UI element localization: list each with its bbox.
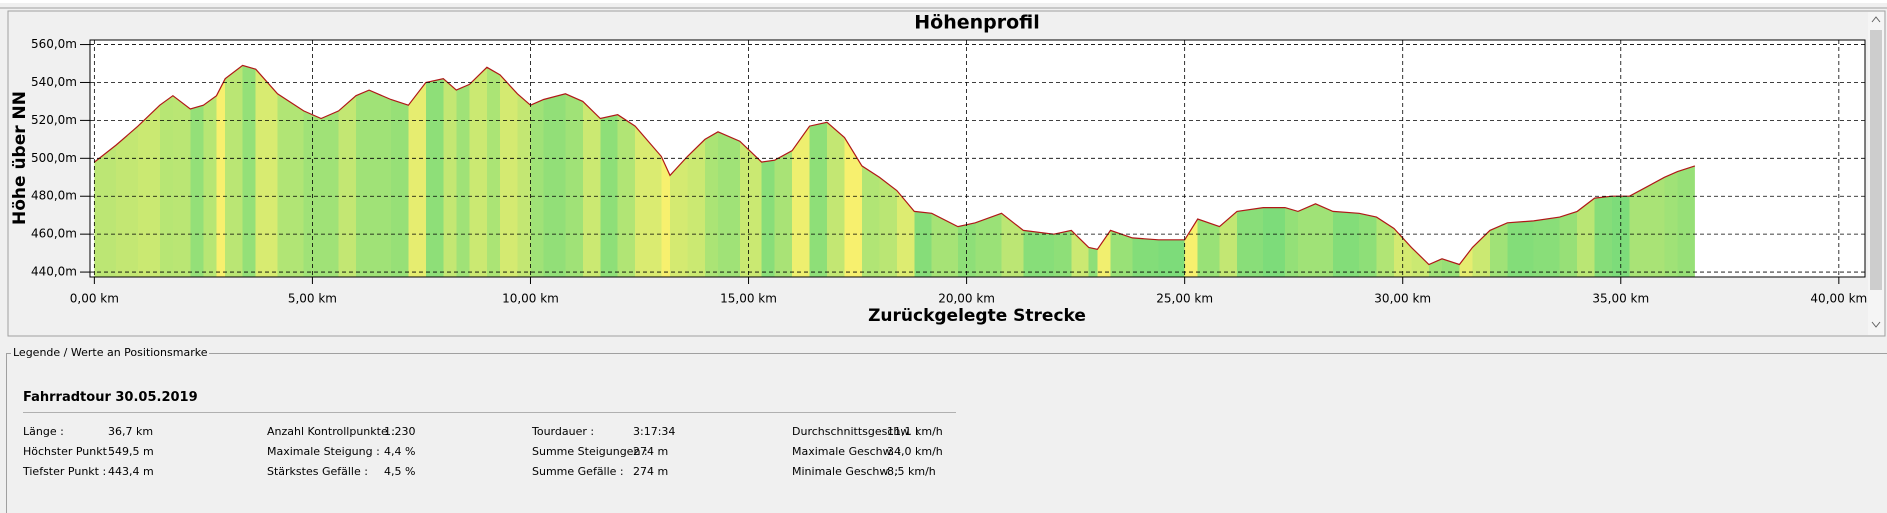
y-tick-label: 440,0m xyxy=(31,265,77,279)
stat-value: 4,4 % xyxy=(384,445,416,458)
x-axis-title: Zurückgelegte Strecke xyxy=(868,306,1086,326)
x-tick-label: 30,00 km xyxy=(1374,292,1431,306)
stat-value: 8,5 km/h xyxy=(887,465,936,478)
y-tick-label: 520,0m xyxy=(31,113,77,127)
y-tick-label: 460,0m xyxy=(31,227,77,241)
y-axis-title: Höhe über NN xyxy=(10,91,30,225)
stat-value: 3:17:34 xyxy=(633,425,676,438)
stat-label: Minimale Geschw. : xyxy=(792,465,899,478)
stat-label: Länge : xyxy=(23,425,64,438)
x-tick-label: 15,00 km xyxy=(720,292,777,306)
x-tick-label: 25,00 km xyxy=(1156,292,1213,306)
x-tick-label: 35,00 km xyxy=(1592,292,1649,306)
stat-value: 11,1 km/h xyxy=(887,425,943,438)
stat-value: 274 m xyxy=(633,465,669,478)
y-tick-label: 480,0m xyxy=(31,189,77,203)
stat-label: Stärkstes Gefälle : xyxy=(267,465,368,478)
stat-label: Maximale Steigung : xyxy=(267,445,380,458)
elevation-area xyxy=(94,65,1695,278)
legend-caption: Legende / Werte an Positionsmarke xyxy=(11,346,210,359)
stat-label: Summe Gefälle : xyxy=(532,465,624,478)
stat-value: 34,0 km/h xyxy=(887,445,943,458)
stat-value: 443,4 m xyxy=(108,465,154,478)
stat-label: Tourdauer : xyxy=(532,425,595,438)
stat-value: 274 m xyxy=(633,445,669,458)
x-tick-label: 40,00 km xyxy=(1810,292,1867,306)
stat-label: Höchster Punkt : xyxy=(23,445,115,458)
y-tick-label: 540,0m xyxy=(31,75,77,89)
stat-value: 4,5 % xyxy=(384,465,416,478)
stat-value: 36,7 km xyxy=(108,425,154,438)
y-tick-label: 560,0m xyxy=(31,37,77,51)
y-tick-label: 500,0m xyxy=(31,151,77,165)
stat-value: 549,5 m xyxy=(108,445,154,458)
x-tick-label: 20,00 km xyxy=(938,292,995,306)
stat-value: 1.230 xyxy=(384,425,416,438)
scrollbar-thumb[interactable] xyxy=(1870,30,1882,290)
stat-label: Summe Steigungen : xyxy=(532,445,648,458)
elevation-chart: Höhenprofil Zurückgelegte Strecke Höhe ü… xyxy=(0,0,1887,337)
x-tick-label: 5,00 km xyxy=(288,292,337,306)
x-tick-label: 10,00 km xyxy=(502,292,559,306)
tour-title: Fahrradtour 30.05.2019 xyxy=(23,390,198,405)
stat-label: Anzahl Kontrollpunkte : xyxy=(267,425,395,438)
plot-frame xyxy=(89,39,1866,278)
top-strip xyxy=(0,0,1887,3)
divider xyxy=(23,412,956,413)
legend-panel: Legende / Werte an Positionsmarke Fahrra… xyxy=(6,346,1887,513)
scroll-down[interactable] xyxy=(1871,321,1881,328)
elevation-line xyxy=(94,64,1696,266)
stat-label: Tiefster Punkt : xyxy=(23,465,107,478)
x-tick-label: 0,00 km xyxy=(70,292,119,306)
scroll-up[interactable] xyxy=(1871,16,1881,23)
chart-title: Höhenprofil xyxy=(914,12,1040,34)
stat-label: Durchschnittsgeschw. : xyxy=(792,425,920,438)
stat-label: Maximale Geschw. : xyxy=(792,445,902,458)
